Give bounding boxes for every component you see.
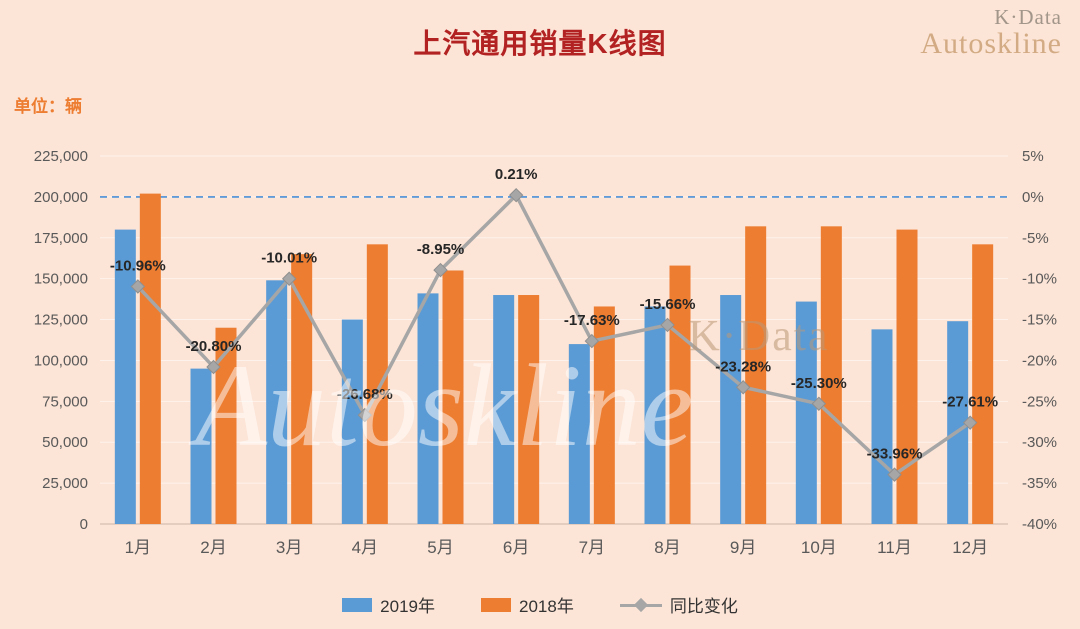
- chart-legend: 2019年 2018年 同比变化: [0, 592, 1080, 617]
- svg-text:-33.96%: -33.96%: [867, 446, 923, 463]
- svg-text:-25%: -25%: [1022, 393, 1057, 410]
- svg-text:50,000: 50,000: [42, 434, 88, 451]
- svg-text:-10.01%: -10.01%: [261, 250, 317, 267]
- brand-autoskline-text: Autoskline: [920, 27, 1062, 61]
- svg-text:10月: 10月: [801, 538, 837, 557]
- svg-text:0%: 0%: [1022, 189, 1044, 206]
- legend-swatch-2019: [342, 597, 373, 612]
- svg-text:6月: 6月: [503, 538, 529, 557]
- svg-text:-8.95%: -8.95%: [417, 241, 465, 258]
- svg-text:12月: 12月: [952, 538, 988, 557]
- svg-text:-26.68%: -26.68%: [337, 386, 393, 403]
- svg-text:225,000: 225,000: [34, 148, 88, 165]
- svg-text:-27.61%: -27.61%: [942, 394, 998, 411]
- legend-swatch-2018: [481, 597, 511, 612]
- svg-text:11月: 11月: [877, 538, 912, 557]
- svg-text:25,000: 25,000: [42, 475, 88, 492]
- legend-line-diamond-icon: [619, 597, 662, 612]
- svg-text:125,000: 125,000: [34, 312, 88, 329]
- unit-label: 单位：辆: [14, 97, 82, 116]
- svg-text:0.21%: 0.21%: [495, 166, 538, 183]
- svg-text:-23.28%: -23.28%: [715, 358, 771, 375]
- svg-text:-40%: -40%: [1022, 516, 1057, 533]
- svg-text:-15%: -15%: [1022, 312, 1057, 329]
- svg-text:-17.63%: -17.63%: [564, 312, 620, 329]
- svg-text:200,000: 200,000: [34, 189, 88, 206]
- svg-text:-10%: -10%: [1022, 271, 1057, 288]
- brand-kdata-text: K·Data: [994, 5, 1062, 29]
- svg-text:3月: 3月: [276, 538, 302, 557]
- svg-text:1月: 1月: [125, 538, 151, 557]
- svg-text:8月: 8月: [654, 538, 680, 557]
- svg-text:5月: 5月: [427, 538, 453, 557]
- brand-watermark-top-right: K·Data Autoskline: [920, 6, 1062, 60]
- svg-text:-5%: -5%: [1022, 230, 1049, 247]
- svg-text:-20.80%: -20.80%: [186, 338, 242, 355]
- page-title: 上汽通用销量K线图: [413, 28, 667, 59]
- svg-text:9月: 9月: [730, 538, 756, 557]
- legend-item-2018: 2018年: [481, 592, 574, 617]
- svg-text:0: 0: [80, 516, 88, 533]
- legend-label-2018: 2018年: [519, 597, 574, 616]
- svg-text:-10.96%: -10.96%: [110, 258, 166, 275]
- svg-text:-20%: -20%: [1022, 352, 1057, 369]
- svg-text:175,000: 175,000: [34, 230, 88, 247]
- legend-item-yoy: 同比变化: [619, 592, 738, 617]
- svg-text:4月: 4月: [352, 538, 378, 557]
- legend-label-yoy: 同比变化: [669, 597, 738, 616]
- svg-text:-15.66%: -15.66%: [640, 296, 696, 313]
- svg-text:-35%: -35%: [1022, 475, 1057, 492]
- legend-label-2019: 2019年: [380, 597, 435, 616]
- svg-text:2月: 2月: [200, 538, 226, 557]
- legend-item-2019: 2019年: [342, 592, 435, 617]
- svg-text:-25.30%: -25.30%: [791, 375, 847, 392]
- svg-text:100,000: 100,000: [34, 352, 88, 369]
- svg-text:75,000: 75,000: [42, 393, 88, 410]
- svg-text:7月: 7月: [579, 538, 605, 557]
- svg-text:5%: 5%: [1022, 148, 1044, 165]
- svg-text:-30%: -30%: [1022, 434, 1057, 451]
- svg-text:150,000: 150,000: [34, 271, 88, 288]
